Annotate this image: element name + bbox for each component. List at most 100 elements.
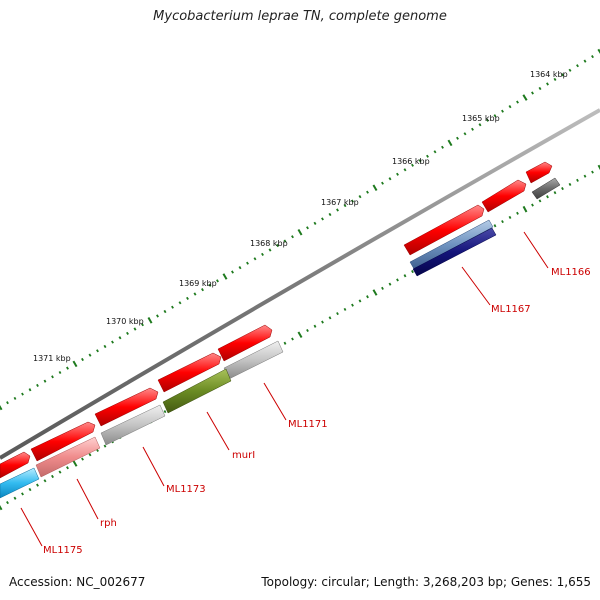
outer-ring-tick [43, 379, 47, 383]
gene-ml1167-arrow[interactable] [481, 179, 527, 213]
gene-label-ml1171[interactable]: ML1171 [288, 419, 328, 430]
outer-ring-tick [546, 82, 549, 86]
outer-ring-tick [576, 64, 579, 68]
gene-label-ml1167[interactable]: ML1167 [491, 304, 531, 315]
inner-ring-tick [538, 199, 542, 203]
outer-ring-tick [276, 243, 279, 248]
gene-ml1171-arrow[interactable] [217, 324, 273, 362]
inner-ring-tick [306, 328, 309, 333]
inner-ring-tick [403, 274, 407, 278]
outer-ring-tick [381, 181, 384, 185]
leader-ml1166 [523, 231, 549, 269]
backbone-arc [0, 108, 600, 460]
inner-ring-tick [336, 312, 339, 316]
outer-ring-tick [336, 208, 339, 212]
outer-ring-tick [478, 123, 482, 127]
inner-ring-tick [372, 289, 378, 296]
outer-ring-tick [283, 239, 287, 243]
outer-ring-tick [297, 228, 303, 236]
tick-label-1371: 1371 kbp [33, 354, 71, 363]
outer-ring-tick [118, 336, 122, 340]
inner-ring-tick [103, 444, 107, 448]
outer-ring-tick [471, 127, 474, 131]
inner-ring-tick [66, 466, 69, 470]
label-leaders [20, 231, 549, 547]
inner-ring-tick [297, 331, 303, 339]
leader-ml1171 [263, 382, 287, 421]
gene-ml1173-arrow[interactable] [94, 387, 159, 427]
outer-ring-tick [246, 261, 249, 265]
gene-label-rph[interactable]: rph [100, 518, 117, 529]
outer-ring-tick [372, 184, 378, 192]
gene-muri-arrow[interactable] [157, 352, 222, 393]
outer-ring-tick [388, 177, 392, 181]
inner-ring-tick [516, 211, 519, 215]
inner-ring-tick [36, 483, 39, 487]
inner-ring-tick [351, 303, 354, 307]
gene-label-ml1166[interactable]: ML1166 [551, 267, 591, 278]
inner-ring-tick [81, 457, 84, 461]
inner-ring-tick [522, 205, 528, 213]
outer-ring-tick [358, 195, 362, 199]
outer-ring-tick [178, 301, 182, 305]
inner-ring-tick [88, 453, 92, 457]
outer-ring-tick [6, 401, 9, 405]
gene-ml1175-arrow[interactable] [0, 451, 31, 479]
inner-ring-tick [561, 186, 564, 191]
outer-ring-tick [103, 344, 107, 349]
gene-labels: ML1166 ML1167 ML1171 murI ML1173 rph ML1… [43, 267, 591, 556]
tick-label-1366: 1366 kbp [392, 157, 430, 166]
outer-ring-tick [508, 105, 512, 109]
inner-ring-tick [388, 282, 392, 286]
feature-bar-muri[interactable] [162, 368, 232, 414]
outer-ring-tick [238, 266, 242, 270]
outer-ring-tick [81, 357, 84, 362]
inner-ring-tick [553, 191, 557, 195]
tick-label-1369: 1369 kbp [179, 279, 217, 288]
feature-bar-rph[interactable] [35, 436, 101, 478]
outer-ring-tick [426, 154, 429, 158]
outer-ring-tick [21, 392, 24, 396]
outer-ring-tick [597, 48, 600, 54]
outer-ring-tick [208, 283, 212, 287]
accession-text: Accession: NC_002677 [9, 575, 146, 589]
feature-bar-ml1173[interactable] [100, 404, 166, 446]
outer-ring-tick [163, 309, 167, 314]
feature-bar-ml1167-navy[interactable] [412, 227, 497, 277]
inner-ring-tick [51, 474, 54, 479]
inner-ring-tick [28, 487, 32, 492]
inner-ring-tick [366, 295, 369, 299]
outer-ring-tick [447, 139, 453, 147]
outer-ring-tick [36, 383, 39, 388]
inner-ring-tick [283, 341, 287, 345]
gene-ml1168-arrow[interactable] [403, 204, 485, 256]
inner-tick-ring [0, 164, 600, 511]
outer-ring-tick [193, 292, 197, 296]
outer-ring-tick [411, 163, 414, 167]
leader-rph [76, 478, 99, 520]
feature-bar-ml1167-steel[interactable] [409, 219, 494, 270]
outer-ring-tick [486, 118, 489, 122]
feature-bar-ml1175[interactable] [0, 467, 40, 499]
gene-label-ml1173[interactable]: ML1173 [166, 484, 206, 495]
outer-ring-tick [493, 114, 497, 118]
inner-ring-tick [43, 479, 47, 483]
outer-ring-tick [147, 317, 153, 324]
inner-ring-tick [163, 410, 167, 414]
gene-label-muri[interactable]: murI [232, 450, 255, 461]
gene-label-ml1175[interactable]: ML1175 [43, 545, 83, 556]
gene-rph-arrow[interactable] [30, 421, 96, 462]
inner-ring-tick [531, 203, 534, 207]
outer-ring-tick [396, 172, 399, 176]
feature-bar-ml1166[interactable] [531, 177, 561, 200]
inner-ring-tick [597, 164, 600, 171]
outer-ring-tick [456, 136, 459, 140]
genome-summary: Topology: circular; Length: 3,268,203 bp… [261, 575, 591, 589]
gene-ml1166-arrow[interactable] [525, 161, 553, 184]
outer-ring-tick [72, 360, 78, 368]
outer-ring-tick [268, 248, 272, 252]
outer-ring-tick [328, 212, 332, 217]
inner-ring-tick [583, 174, 587, 178]
inner-ring-tick [546, 195, 549, 199]
